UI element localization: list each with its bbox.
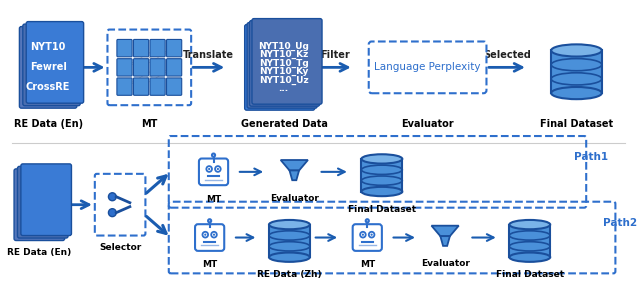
FancyBboxPatch shape — [551, 50, 602, 93]
FancyBboxPatch shape — [17, 166, 68, 238]
Circle shape — [213, 233, 215, 236]
Circle shape — [108, 209, 116, 217]
Text: Selected: Selected — [483, 50, 531, 60]
Text: Evaluator: Evaluator — [401, 119, 454, 129]
Circle shape — [202, 232, 208, 237]
FancyBboxPatch shape — [199, 158, 228, 185]
Ellipse shape — [551, 87, 602, 99]
Text: Final Dataset: Final Dataset — [496, 270, 564, 279]
FancyBboxPatch shape — [509, 225, 550, 257]
Ellipse shape — [362, 154, 403, 164]
Text: Evaluator: Evaluator — [270, 194, 319, 203]
Text: NYT10_Kz: NYT10_Kz — [259, 50, 308, 59]
Circle shape — [217, 168, 219, 170]
Circle shape — [365, 219, 369, 222]
Text: RE Data (En): RE Data (En) — [7, 249, 72, 257]
Polygon shape — [431, 226, 459, 236]
FancyBboxPatch shape — [166, 59, 182, 76]
FancyBboxPatch shape — [19, 27, 77, 108]
FancyBboxPatch shape — [26, 22, 84, 103]
Circle shape — [360, 232, 365, 237]
Circle shape — [108, 193, 116, 201]
Text: MT: MT — [141, 119, 157, 129]
Circle shape — [204, 233, 206, 236]
Text: NYT10_Uz: NYT10_Uz — [259, 76, 308, 85]
Ellipse shape — [269, 220, 310, 229]
Polygon shape — [289, 170, 299, 180]
FancyBboxPatch shape — [362, 159, 403, 192]
Text: MT: MT — [202, 260, 217, 269]
Text: Path1: Path1 — [574, 152, 608, 162]
FancyBboxPatch shape — [134, 78, 148, 95]
FancyBboxPatch shape — [369, 42, 486, 93]
FancyBboxPatch shape — [166, 78, 182, 95]
FancyBboxPatch shape — [117, 59, 132, 76]
FancyBboxPatch shape — [150, 59, 165, 76]
FancyBboxPatch shape — [269, 225, 310, 257]
Circle shape — [371, 233, 372, 236]
Text: RE Data (Zh): RE Data (Zh) — [257, 270, 322, 279]
FancyBboxPatch shape — [250, 21, 319, 106]
Text: ...: ... — [278, 84, 289, 93]
FancyBboxPatch shape — [150, 78, 165, 95]
Text: RE Data (En): RE Data (En) — [13, 119, 83, 129]
FancyBboxPatch shape — [23, 24, 80, 106]
Circle shape — [208, 219, 211, 222]
Text: NYT10_Ky: NYT10_Ky — [259, 67, 308, 76]
Text: Translate: Translate — [183, 50, 234, 60]
Circle shape — [211, 232, 217, 237]
Text: Fewrel: Fewrel — [29, 62, 67, 72]
Text: Final Dataset: Final Dataset — [540, 119, 613, 129]
FancyBboxPatch shape — [14, 169, 65, 241]
Ellipse shape — [362, 187, 403, 196]
Circle shape — [362, 233, 364, 236]
FancyBboxPatch shape — [247, 23, 317, 108]
FancyBboxPatch shape — [134, 39, 148, 57]
FancyBboxPatch shape — [244, 25, 315, 110]
FancyBboxPatch shape — [150, 39, 165, 57]
FancyBboxPatch shape — [117, 78, 132, 95]
Polygon shape — [281, 160, 308, 170]
Text: NYT10: NYT10 — [31, 42, 66, 52]
FancyBboxPatch shape — [166, 39, 182, 57]
FancyBboxPatch shape — [195, 224, 224, 251]
Ellipse shape — [509, 220, 550, 229]
Text: Generated Data: Generated Data — [241, 119, 328, 129]
Ellipse shape — [509, 253, 550, 262]
Circle shape — [208, 168, 211, 170]
Text: MT: MT — [360, 260, 375, 269]
Circle shape — [212, 154, 215, 157]
Text: Language Perplexity: Language Perplexity — [374, 62, 481, 72]
Text: Selector: Selector — [99, 243, 141, 251]
FancyBboxPatch shape — [21, 164, 72, 235]
Circle shape — [369, 232, 374, 237]
FancyBboxPatch shape — [252, 19, 322, 104]
Text: Final Dataset: Final Dataset — [348, 205, 416, 214]
Text: Filter: Filter — [320, 50, 350, 60]
Text: MT: MT — [206, 195, 221, 204]
Text: NYT10_Tg: NYT10_Tg — [259, 59, 308, 68]
Polygon shape — [440, 236, 450, 246]
FancyBboxPatch shape — [108, 30, 191, 105]
Text: CrossRE: CrossRE — [26, 82, 70, 92]
Circle shape — [215, 166, 221, 172]
FancyBboxPatch shape — [353, 224, 382, 251]
Circle shape — [206, 166, 212, 172]
Ellipse shape — [551, 44, 602, 56]
FancyBboxPatch shape — [134, 59, 148, 76]
FancyBboxPatch shape — [95, 174, 145, 235]
Text: NYT10_Ug: NYT10_Ug — [258, 42, 309, 51]
Text: Evaluator: Evaluator — [420, 259, 470, 268]
Ellipse shape — [269, 253, 310, 262]
FancyBboxPatch shape — [117, 39, 132, 57]
Text: Path2: Path2 — [604, 218, 637, 228]
